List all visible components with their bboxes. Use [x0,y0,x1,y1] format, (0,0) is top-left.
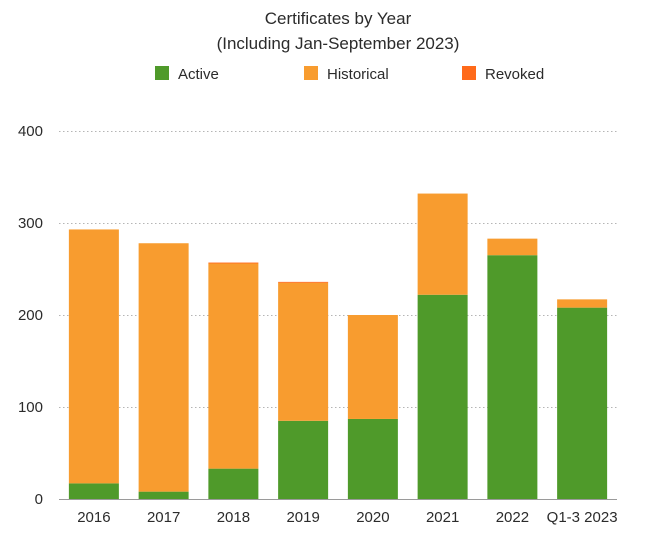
bar-segment-active [557,307,608,499]
bar-segment-active [278,420,329,499]
bar-segment-active [347,418,398,499]
bar-segment-historical [487,238,538,256]
x-tick-label: 2017 [147,509,180,526]
bar-segment-historical [278,282,329,421]
y-tick-label: 100 [18,399,43,416]
x-tick-label: 2018 [217,509,250,526]
x-tick-label: 2020 [356,509,389,526]
bar-segment-active [208,468,259,499]
chart-subtitle: (Including Jan-September 2023) [217,34,460,53]
x-tick-label: 2019 [286,509,319,526]
chart-title: Certificates by Year [265,9,412,28]
bars [68,193,608,499]
y-tick-label: 300 [18,215,43,232]
bar-segment-active [487,255,538,499]
y-axis-ticks: 0 100 200 300 400 [18,123,43,508]
y-tick-label: 0 [35,491,43,508]
bar-segment-historical [347,315,398,419]
bar-segment-revoked [208,262,259,264]
legend-label-active: Active [178,66,219,83]
bar-segment-historical [68,229,119,484]
bar-segment-active [68,483,119,499]
y-tick-label: 400 [18,123,43,140]
legend-swatch-historical [304,66,318,80]
bar-segment-active [138,491,189,499]
x-tick-label: 2022 [496,509,529,526]
bar-segment-historical [557,299,608,308]
x-axis-ticks: 2016 2017 2018 2019 2020 2021 2022 Q1-3 2023 [77,509,617,526]
bar-segment-historical [417,193,468,295]
bar-segment-active [417,294,468,499]
x-tick-label: 2021 [426,509,459,526]
y-tick-label: 200 [18,307,43,324]
legend-label-historical: Historical [327,66,389,83]
x-tick-label: Q1-3 2023 [547,509,618,526]
bar-segment-historical [208,263,259,469]
legend-swatch-revoked [462,66,476,80]
legend: Active Historical Revoked [155,66,544,83]
legend-swatch-active [155,66,169,80]
bar-segment-historical [138,243,189,492]
x-tick-label: 2016 [77,509,110,526]
legend-label-revoked: Revoked [485,66,544,83]
bar-segment-revoked [278,281,329,283]
